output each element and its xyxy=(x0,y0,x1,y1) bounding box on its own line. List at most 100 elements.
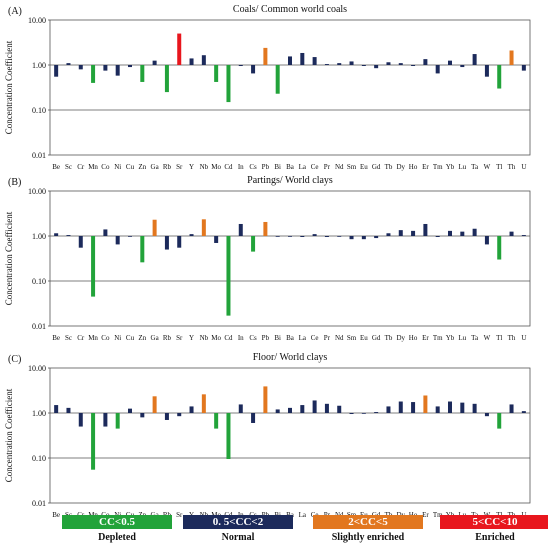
bar-bi xyxy=(275,409,280,413)
xtick-label: Mo xyxy=(211,334,221,342)
bar-pr xyxy=(324,64,329,65)
xtick-label: Ce xyxy=(311,334,319,342)
panel-label-c: (C) xyxy=(8,354,21,365)
bar-nb xyxy=(201,394,206,413)
bar-u xyxy=(521,65,526,71)
bar-in xyxy=(238,65,243,67)
bar-sc xyxy=(66,63,71,65)
legend-item-normal: 0. 5<CC<2 Normal xyxy=(183,515,293,543)
legend-label-normal: Normal xyxy=(221,532,255,543)
xtick-label: Nb xyxy=(200,163,209,171)
bar-eu xyxy=(361,413,366,414)
xtick-label: Nd xyxy=(335,334,344,342)
ytick-label: 10.00 xyxy=(28,187,46,196)
bar-yb xyxy=(448,60,452,65)
bar-sc xyxy=(66,407,71,413)
xtick-label: Tm xyxy=(433,163,443,171)
bar-th xyxy=(509,404,514,413)
chart-title: Floor/ World clays xyxy=(253,352,328,363)
bar-nd xyxy=(337,405,342,413)
xtick-label: Tm xyxy=(433,511,443,519)
xtick-label: Sr xyxy=(176,163,183,171)
bar-pb xyxy=(263,386,268,413)
bar-u xyxy=(521,411,526,413)
bar-nb xyxy=(201,55,206,65)
xtick-label: Y xyxy=(189,163,194,171)
bar-mo xyxy=(214,236,219,243)
bar-be xyxy=(54,233,59,236)
xtick-label: Y xyxy=(189,334,194,342)
y-axis-label: Concentration Coefficient xyxy=(4,211,14,305)
bar-er xyxy=(423,59,428,65)
bar-cd xyxy=(226,236,231,316)
legend-swatch-depleted: CC<0.5 xyxy=(62,515,172,529)
ytick-label: 0.10 xyxy=(32,277,46,286)
bar-zn xyxy=(140,236,145,263)
bar-lu xyxy=(460,231,465,236)
bar-bi xyxy=(275,236,280,237)
bar-eu xyxy=(361,236,366,240)
xtick-label: Tb xyxy=(385,163,393,171)
xtick-label: Cr xyxy=(77,334,85,342)
bar-rb xyxy=(164,65,169,93)
bar-mn xyxy=(91,413,96,470)
ytick-label: 0.01 xyxy=(32,499,46,508)
bar-pr xyxy=(324,236,329,238)
bar-tl xyxy=(497,65,502,89)
bar-tm xyxy=(435,65,440,74)
bar-w xyxy=(484,236,489,245)
ytick-label: 1.00 xyxy=(32,61,46,70)
xtick-label: Pb xyxy=(262,334,270,342)
bar-w xyxy=(484,413,489,417)
bar-be xyxy=(54,65,59,77)
xtick-label: Th xyxy=(508,163,516,171)
xtick-label: Rb xyxy=(163,163,172,171)
bar-pb xyxy=(263,47,268,65)
xtick-label: Cd xyxy=(224,334,233,342)
xtick-label: Sr xyxy=(176,334,183,342)
legend-item-slightly-enriched: 2<CC<5 Slightly enriched xyxy=(313,515,423,543)
bar-in xyxy=(238,404,243,413)
bar-tm xyxy=(435,236,440,238)
xtick-label: Nb xyxy=(200,334,209,342)
legend-label-enriched: Enriched xyxy=(475,532,515,543)
xtick-label: Pr xyxy=(324,334,331,342)
bar-u xyxy=(521,235,526,236)
xtick-label: Mn xyxy=(88,163,98,171)
bar-rb xyxy=(164,236,169,250)
bar-mn xyxy=(91,65,96,83)
bar-gd xyxy=(374,236,379,239)
bar-cs xyxy=(251,236,256,252)
xtick-label: Mo xyxy=(211,163,221,171)
bar-ce xyxy=(312,57,317,65)
xtick-label: Ga xyxy=(151,334,160,342)
xtick-label: Cs xyxy=(249,334,257,342)
bar-ba xyxy=(288,407,292,413)
bar-er xyxy=(423,395,428,413)
xtick-label: Ba xyxy=(286,334,295,342)
xtick-label: Rb xyxy=(163,334,172,342)
bar-yb xyxy=(448,230,452,236)
bar-cs xyxy=(251,413,256,423)
bar-tb xyxy=(386,62,391,65)
xtick-label: Ta xyxy=(471,334,479,342)
bar-tl xyxy=(497,413,502,429)
xtick-label: Tl xyxy=(496,334,502,342)
bar-er xyxy=(423,223,428,236)
xtick-label: Eu xyxy=(360,163,368,171)
plot-frame xyxy=(49,190,531,327)
bar-cu xyxy=(128,408,132,413)
xtick-label: Cu xyxy=(126,334,135,342)
ytick-label: 0.10 xyxy=(32,454,46,463)
bar-ga xyxy=(152,396,157,413)
bar-yb xyxy=(448,401,452,413)
bar-in xyxy=(238,223,243,236)
bar-la xyxy=(300,236,305,238)
bar-ga xyxy=(152,219,157,236)
bar-co xyxy=(103,65,108,71)
ytick-label: 1.00 xyxy=(32,232,46,241)
ytick-label: 1.00 xyxy=(32,409,46,418)
ytick-label: 0.01 xyxy=(32,151,46,160)
bar-mo xyxy=(214,65,219,82)
y-axis-label: Concentration Coefficient xyxy=(4,388,14,482)
